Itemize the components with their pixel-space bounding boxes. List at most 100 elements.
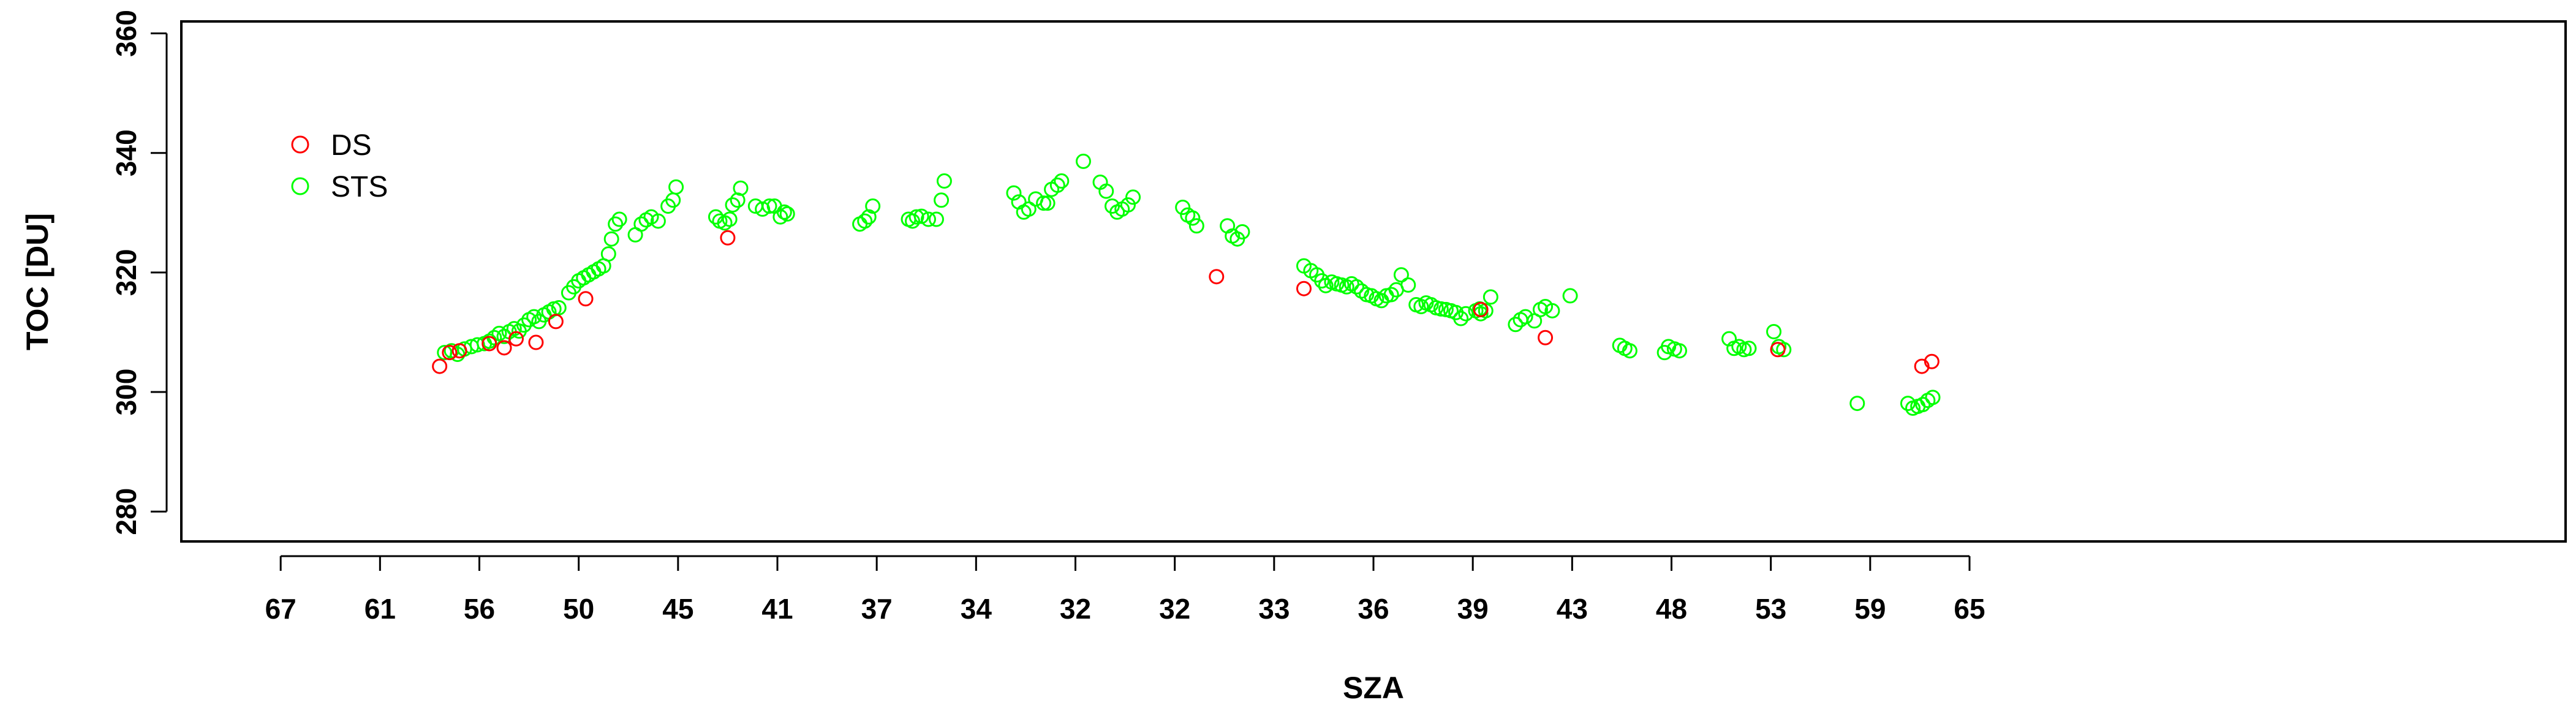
- point-sts: [1348, 279, 1364, 295]
- point-sts: [1483, 289, 1498, 305]
- y-tick-label: 300: [110, 369, 142, 416]
- legend-marker-ds: [291, 135, 309, 154]
- point-sts: [1393, 267, 1409, 283]
- point-sts: [516, 317, 532, 333]
- point-sts: [761, 198, 777, 214]
- point-sts: [1343, 276, 1359, 292]
- point-ds: [1473, 301, 1489, 317]
- point-sts: [1188, 218, 1204, 234]
- plot-frame: [180, 20, 2567, 543]
- point-sts: [1562, 288, 1578, 304]
- x-tick-label: 50: [563, 593, 594, 625]
- point-sts: [908, 209, 924, 225]
- point-sts: [1741, 341, 1757, 356]
- point-ds: [432, 358, 448, 374]
- point-ds: [508, 331, 524, 347]
- point-ds: [482, 336, 497, 352]
- y-axis: 280 300 320 340 360: [110, 10, 168, 535]
- point-sts: [586, 264, 602, 280]
- x-tick-label: 56: [464, 593, 495, 625]
- point-sts: [668, 179, 684, 195]
- point-sts: [722, 211, 738, 227]
- y-axis-title: TOC [DU]: [20, 213, 55, 350]
- point-ds: [451, 343, 467, 359]
- point-sts: [1622, 343, 1637, 359]
- point-sts: [776, 204, 792, 220]
- point-sts: [1400, 277, 1416, 293]
- x-tick-label: 36: [1358, 593, 1389, 625]
- x-tick-label: 67: [265, 593, 297, 625]
- point-ds: [1296, 281, 1312, 296]
- x-tick-label: 61: [364, 593, 396, 625]
- point-sts: [1544, 303, 1560, 318]
- y-tick-label: 280: [110, 488, 142, 535]
- point-sts: [1776, 342, 1792, 358]
- point-sts: [1075, 153, 1091, 169]
- y-tick-label: 320: [110, 249, 142, 296]
- point-sts: [608, 216, 624, 232]
- point-sts: [1433, 301, 1449, 317]
- x-tick-label: 43: [1557, 593, 1588, 625]
- point-sts: [920, 211, 936, 227]
- point-sts: [1185, 210, 1201, 226]
- point-ds: [528, 334, 544, 350]
- point-sts: [1925, 390, 1941, 405]
- point-sts: [865, 198, 881, 214]
- x-axis-title: SZA: [1343, 671, 1404, 705]
- point-sts: [1040, 195, 1056, 211]
- data-points: [432, 153, 1941, 416]
- point-sts: [1671, 343, 1687, 359]
- point-sts: [1049, 177, 1065, 193]
- point-ds: [1914, 358, 1930, 374]
- point-ds: [720, 230, 736, 246]
- point-sts: [603, 231, 619, 247]
- x-axis: 67 61 56 50 45 41 37 34 32 32 33 36 39 43 48 53 59 65: [265, 555, 1985, 625]
- point-ds: [496, 340, 512, 356]
- point-sts: [857, 213, 873, 229]
- x-tick-label: 32: [1060, 593, 1091, 625]
- point-sts: [779, 206, 795, 222]
- point-sts: [934, 192, 950, 208]
- point-ds: [578, 291, 594, 307]
- point-sts: [591, 261, 606, 277]
- point-sts: [733, 180, 749, 196]
- x-tick-label: 53: [1755, 593, 1786, 625]
- x-tick-label: 48: [1656, 593, 1687, 625]
- point-sts: [1453, 311, 1469, 326]
- point-sts: [1458, 306, 1474, 322]
- point-sts: [1517, 309, 1533, 325]
- point-sts: [1098, 183, 1114, 199]
- point-sts: [496, 328, 512, 344]
- point-sts: [581, 267, 597, 283]
- point-sts: [1900, 396, 1916, 412]
- point-sts: [650, 213, 666, 229]
- x-tick-label: 45: [662, 593, 693, 625]
- x-tick-label: 33: [1258, 593, 1290, 625]
- x-tick-label: 32: [1159, 593, 1190, 625]
- point-sts: [1175, 199, 1191, 215]
- point-sts: [1036, 195, 1052, 211]
- point-sts: [600, 246, 616, 262]
- y-tick-label: 340: [110, 129, 142, 176]
- point-ds: [548, 314, 564, 330]
- point-sts: [928, 211, 944, 227]
- y-tick-label: 360: [110, 10, 142, 57]
- point-sts: [526, 309, 542, 325]
- point-sts: [852, 216, 868, 232]
- x-tick-label: 34: [961, 593, 992, 625]
- point-sts: [1314, 273, 1330, 289]
- point-sts: [725, 197, 741, 213]
- point-sts: [1006, 185, 1022, 201]
- legend: DS STS: [291, 129, 388, 203]
- point-sts: [633, 216, 649, 232]
- point-sts: [1120, 197, 1136, 213]
- point-sts: [861, 209, 877, 225]
- point-sts: [1508, 317, 1524, 333]
- point-sts: [1766, 323, 1782, 339]
- point-ds: [442, 345, 458, 361]
- point-sts: [1021, 201, 1037, 217]
- point-sts: [905, 213, 921, 229]
- x-tick-label: 37: [861, 593, 893, 625]
- point-sts: [1054, 173, 1070, 189]
